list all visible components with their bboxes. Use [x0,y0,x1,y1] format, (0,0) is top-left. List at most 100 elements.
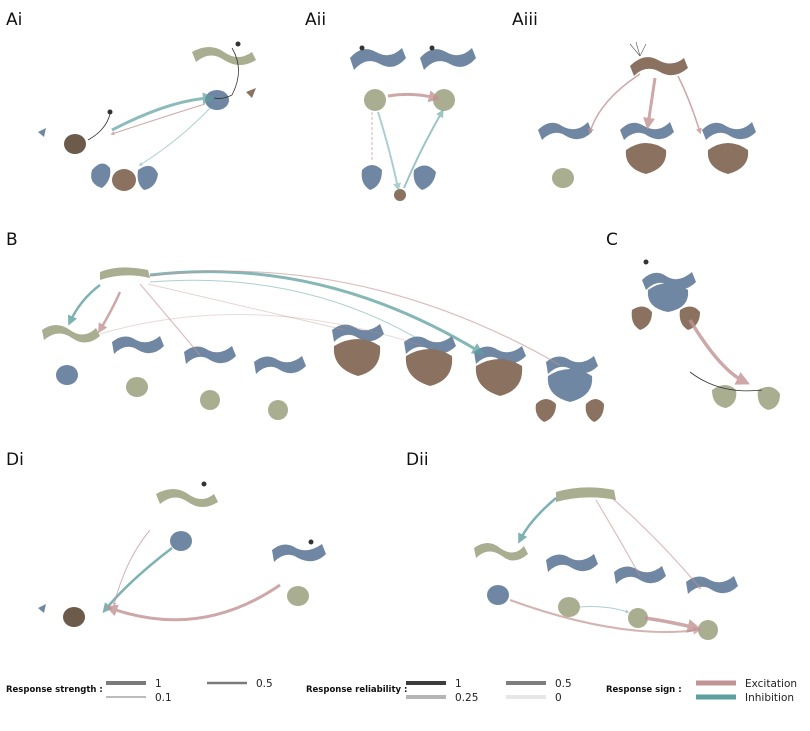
small-lobe-right [246,88,256,98]
brown-lobe-pair [333,339,381,376]
panel-label-aii: Aii [305,10,326,30]
green-lobe [474,543,528,561]
excitation-connection [595,499,641,577]
blue-lobe-left [91,163,111,188]
blue-glomerulus [205,90,229,110]
panel-aii-diagram [350,45,476,201]
excitation-connection [139,283,201,356]
green-mb-top [100,267,150,280]
blue-mb [546,356,598,374]
blue-glomerulus [56,365,78,385]
neuron-process [689,371,763,392]
brown-mb [630,57,688,76]
brown-lobe-pair [405,349,453,386]
green-glomerulus [200,390,220,410]
inhibition-connection [149,279,421,341]
green-lobe-shape [156,489,218,507]
small-glomerulus [394,189,406,201]
blue-mb [332,324,384,342]
green-lobe-shape [192,47,256,65]
blue-lobe-right [137,165,158,190]
excitation-connection [688,319,751,385]
legend-strength-title: Response strength : [6,685,103,695]
blue-lobe-left [361,165,382,190]
green-lobe [712,385,737,408]
neuron-process [213,47,239,99]
legend-reliability-label: 0.25 [455,692,478,704]
green-glomerulus [698,620,718,640]
blue-lobe-pair [547,369,593,402]
legend: Response strength : 1 0.5 0.1 Response r… [6,678,797,704]
excitation-connection [147,283,346,331]
inhibition-connection [102,547,173,614]
legend-strength-label: 0.1 [155,692,172,704]
excitation-connection [149,270,561,366]
blue-mb [404,336,456,354]
inhibition-connection [518,497,557,544]
brown-lobe-pair [475,359,523,396]
green-glomerulus-left [364,89,386,111]
panel-b-diagram [42,267,604,422]
brown-lobe [631,306,652,330]
green-mb-top [556,487,616,502]
panel-label-ai: Ai [6,10,22,30]
brown-glomerulus [63,607,85,627]
inhibition-connection [579,606,630,614]
blue-glomerulus [487,585,509,605]
blue-mb-left [538,122,592,140]
excitation-connection [677,75,702,135]
blue-lobe-right [413,165,436,190]
blue-mb [546,554,598,572]
panel-c-diagram [631,259,780,410]
blue-mb [184,346,236,364]
brown-lobe [585,399,604,422]
panel-label-di: Di [6,450,24,470]
brown-glomerulus [64,134,86,154]
brown-lobe-pair [707,143,749,174]
small-lobe-left [38,604,46,613]
excitation-connection [644,616,702,633]
green-glomerulus [628,608,648,628]
panel-label-b: B [6,230,18,250]
green-glomerulus [552,168,574,188]
blue-mb [474,346,526,364]
brown-lobe [535,399,556,422]
neuron-arbor [629,41,647,57]
excitation-connection [99,313,421,346]
excitation-connection [509,599,702,635]
excitation-connection [611,497,702,590]
legend-reliability-label: 1 [455,678,462,690]
brown-lobe [679,306,700,330]
legend-sign-title: Response sign : [606,685,682,695]
inhibition-connection [377,111,401,192]
panel-dii-diagram [474,487,738,640]
green-glomerulus [126,377,148,397]
excitation-connection [112,529,151,607]
legend-reliability-label: 0 [555,692,562,704]
blue-mb-left [350,48,406,70]
excitation-connection [97,291,122,334]
legend-sign-label: Inhibition [745,692,794,704]
blue-mb-right [420,48,476,70]
blue-mb [272,544,326,562]
panel-di-diagram [38,481,326,627]
panel-ai-diagram [38,41,256,191]
inhibition-connection [111,92,215,132]
blue-lobe-pair [647,283,689,312]
panel-aiii-diagram [538,41,756,188]
panel-label-c: C [606,230,618,250]
legend-reliability-title: Response reliability : [306,685,407,695]
green-glomerulus-right [433,89,455,111]
green-glomerulus [268,400,288,420]
inhibition-connection [67,284,101,326]
green-lobe [757,386,780,410]
blue-mb [686,576,738,594]
inhibition-connection [149,270,485,355]
excitation-connection [643,77,657,130]
inhibition-connection [138,105,213,166]
blue-glomerulus [170,531,192,551]
legend-strength-label: 1 [155,678,162,690]
green-glomerulus [287,586,309,606]
green-glomerulus [558,597,580,617]
